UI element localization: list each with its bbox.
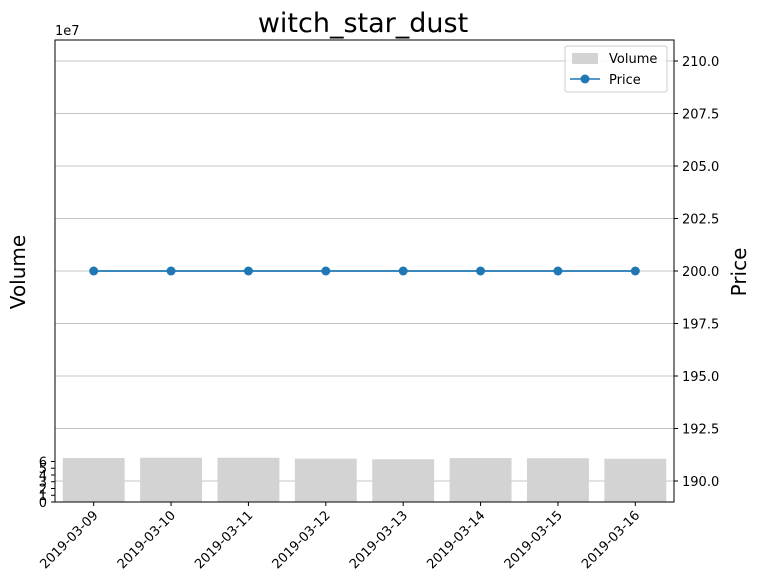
volume-bar bbox=[62, 458, 125, 502]
price-point bbox=[321, 266, 331, 276]
volume-bar bbox=[449, 458, 512, 502]
legend: Volume Price bbox=[564, 45, 668, 93]
x-tick-label: 2019-03-13 bbox=[347, 508, 411, 572]
volume-bar bbox=[526, 458, 589, 502]
left-tick-label: 1 bbox=[39, 489, 47, 504]
price-point bbox=[630, 266, 640, 276]
left-tick-label: 3 bbox=[39, 476, 47, 491]
left-tick-label: 6 bbox=[39, 455, 47, 470]
x-tick-label: 2019-03-12 bbox=[270, 508, 334, 572]
price-point bbox=[243, 266, 253, 276]
left-axis-multiplier: 1e7 bbox=[55, 24, 80, 39]
left-tick-label: 0 bbox=[39, 496, 47, 511]
price-line-layer bbox=[89, 266, 640, 276]
x-tick-label: 2019-03-11 bbox=[192, 508, 256, 572]
left-tick-label: 5 bbox=[39, 462, 47, 477]
legend-volume-label: Volume bbox=[609, 52, 657, 67]
right-y-axis: 190.0 192.5 195.0 197.5 200.0 202.5 205.0 207.5… bbox=[674, 55, 719, 490]
volume-bar bbox=[372, 459, 435, 502]
legend-price-label: Price bbox=[609, 73, 641, 88]
price-point bbox=[166, 266, 176, 276]
left-tick-label: 2 bbox=[39, 482, 47, 497]
volume-bar bbox=[294, 458, 357, 502]
left-tick-label: 4 bbox=[39, 469, 47, 484]
price-point bbox=[89, 266, 99, 276]
x-axis: 2019-03-09 2019-03-10 2019-03-11 2019-03-12… bbox=[37, 502, 643, 572]
x-tick-label: 2019-03-14 bbox=[424, 508, 488, 572]
right-tick-label: 210.0 bbox=[682, 55, 719, 70]
right-tick-label: 205.0 bbox=[682, 160, 719, 175]
right-tick-label: 207.5 bbox=[682, 108, 719, 123]
right-tick-label: 197.5 bbox=[682, 318, 719, 333]
right-tick-label: 200.0 bbox=[682, 265, 719, 280]
right-tick-label: 202.5 bbox=[682, 213, 719, 228]
price-point bbox=[398, 266, 408, 276]
right-tick-label: 190.0 bbox=[682, 475, 719, 490]
right-tick-label: 192.5 bbox=[682, 423, 719, 438]
legend-volume-swatch bbox=[572, 53, 598, 64]
right-y-axis-label: Price bbox=[727, 248, 751, 297]
right-tick-label: 195.0 bbox=[682, 370, 719, 385]
x-tick-label: 2019-03-10 bbox=[115, 508, 179, 572]
volume-bar bbox=[140, 457, 203, 502]
volume-bars bbox=[62, 457, 667, 502]
legend-price-marker bbox=[580, 74, 590, 84]
volume-bar bbox=[604, 458, 667, 502]
left-y-axis-label: Volume bbox=[6, 235, 30, 309]
x-tick-label: 2019-03-15 bbox=[502, 508, 566, 572]
price-point bbox=[553, 266, 563, 276]
volume-bar bbox=[217, 457, 280, 502]
chart-title: witch_star_dust bbox=[258, 8, 468, 39]
x-tick-label: 2019-03-09 bbox=[37, 508, 101, 572]
price-point bbox=[476, 266, 486, 276]
x-tick-label: 2019-03-16 bbox=[579, 508, 643, 572]
